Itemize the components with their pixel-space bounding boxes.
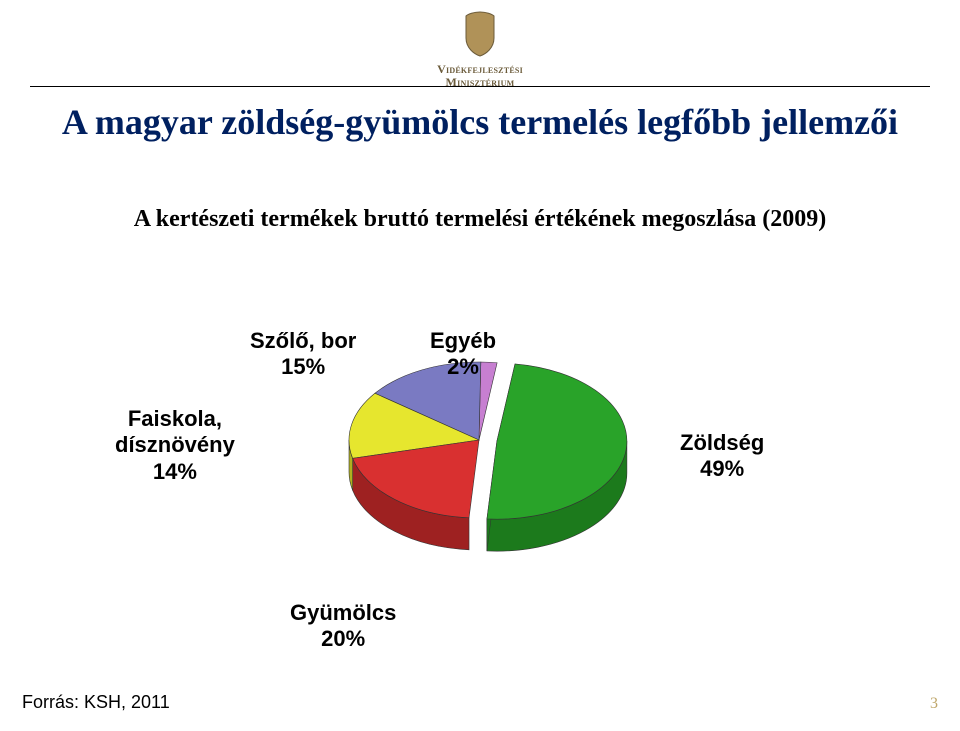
header: Vidékfejlesztési Minisztérium bbox=[0, 10, 960, 91]
header-divider bbox=[30, 86, 930, 87]
logo-block: Vidékfejlesztési Minisztérium bbox=[437, 10, 523, 89]
ministry-name-line2: Minisztérium bbox=[437, 76, 523, 89]
pie-label-zoldseg: Zöldség 49% bbox=[680, 430, 764, 483]
pie-label-gyumolcs: Gyümölcs 20% bbox=[290, 600, 396, 653]
pie-label-egyeb: Egyéb 2% bbox=[430, 328, 496, 381]
page-subtitle: A kertészeti termékek bruttó termelési é… bbox=[0, 204, 960, 235]
pie-label-faiskola: Faiskola, dísznövény 14% bbox=[115, 406, 235, 485]
crest-icon bbox=[460, 10, 500, 58]
slide: Vidékfejlesztési Minisztérium A magyar z… bbox=[0, 0, 960, 731]
pie-chart: Zöldség 49% Gyümölcs 20% Faiskola, dísznöv… bbox=[0, 290, 960, 670]
pie-label-szolo: Szőlő, bor 15% bbox=[250, 328, 356, 381]
page-number: 3 bbox=[930, 695, 938, 713]
page-title: A magyar zöldség-gyümölcs termelés legfő… bbox=[0, 100, 960, 145]
source-label: Forrás: KSH, 2011 bbox=[22, 692, 170, 713]
